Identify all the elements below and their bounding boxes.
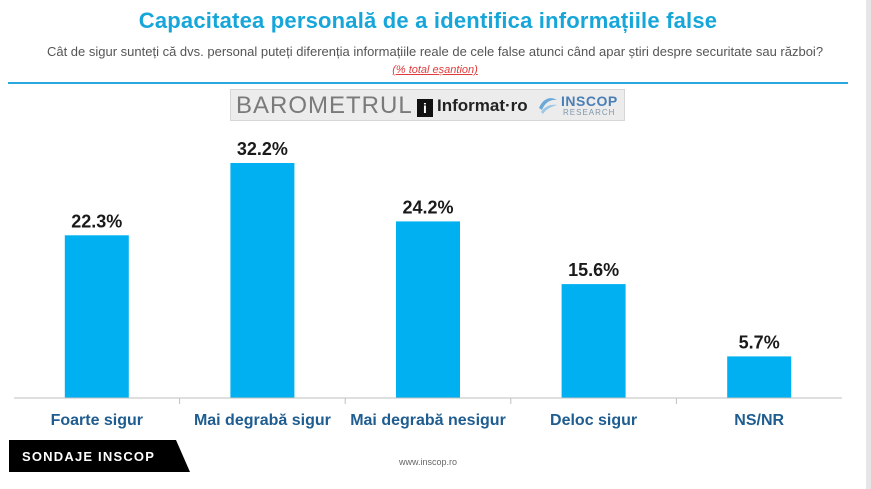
bar-2 <box>396 221 460 398</box>
sondaje-inscop-badge: SONDAJE INSCOP <box>9 440 190 472</box>
category-label-4: NS/NR <box>734 412 784 429</box>
informat-mark-icon: i <box>417 99 433 117</box>
informat-logo: i Informat·ro <box>417 96 528 117</box>
title-divider <box>8 82 848 84</box>
informat-logo-suffix: ·ro <box>505 96 528 115</box>
category-label-2: Mai degrabă nesigur <box>350 412 506 429</box>
chart-subtitle: Cât de sigur sunteți că dvs. personal pu… <box>40 43 830 79</box>
data-label-4: 5.7% <box>739 332 780 352</box>
barometer-logo-strip: BAROMETRUL i Informat·ro INSCOP RESEARCH <box>230 89 625 121</box>
chart-title: Capacitatea personală de a identifica in… <box>138 8 718 33</box>
informat-logo-text: Informat <box>437 96 505 115</box>
inscop-research-text: RESEARCH <box>563 108 616 117</box>
bar-1 <box>230 163 295 398</box>
category-label-1: Mai degrabă sigur <box>194 412 331 429</box>
inscop-swoosh-icon <box>539 98 557 114</box>
right-edge-strip <box>866 0 871 489</box>
bar-0 <box>64 235 129 398</box>
category-label-3: Deloc sigur <box>550 412 637 429</box>
category-label-0: Foarte sigur <box>51 412 143 429</box>
data-label-1: 32.2% <box>237 139 288 159</box>
bar-4 <box>727 356 792 398</box>
bar-3 <box>561 284 626 398</box>
subtitle-note: (% total eșantion) <box>392 64 478 76</box>
data-label-2: 24.2% <box>402 197 453 217</box>
subtitle-question: Cât de sigur sunteți că dvs. personal pu… <box>46 44 824 59</box>
badge-label: SONDAJE INSCOP <box>22 449 156 464</box>
barometrul-logo: BAROMETRUL <box>236 92 413 119</box>
footer-url: www.inscop.ro <box>398 457 458 467</box>
data-label-3: 15.6% <box>568 260 619 280</box>
inscop-logo-text: INSCOP <box>561 93 618 109</box>
data-label-0: 22.3% <box>71 211 122 231</box>
